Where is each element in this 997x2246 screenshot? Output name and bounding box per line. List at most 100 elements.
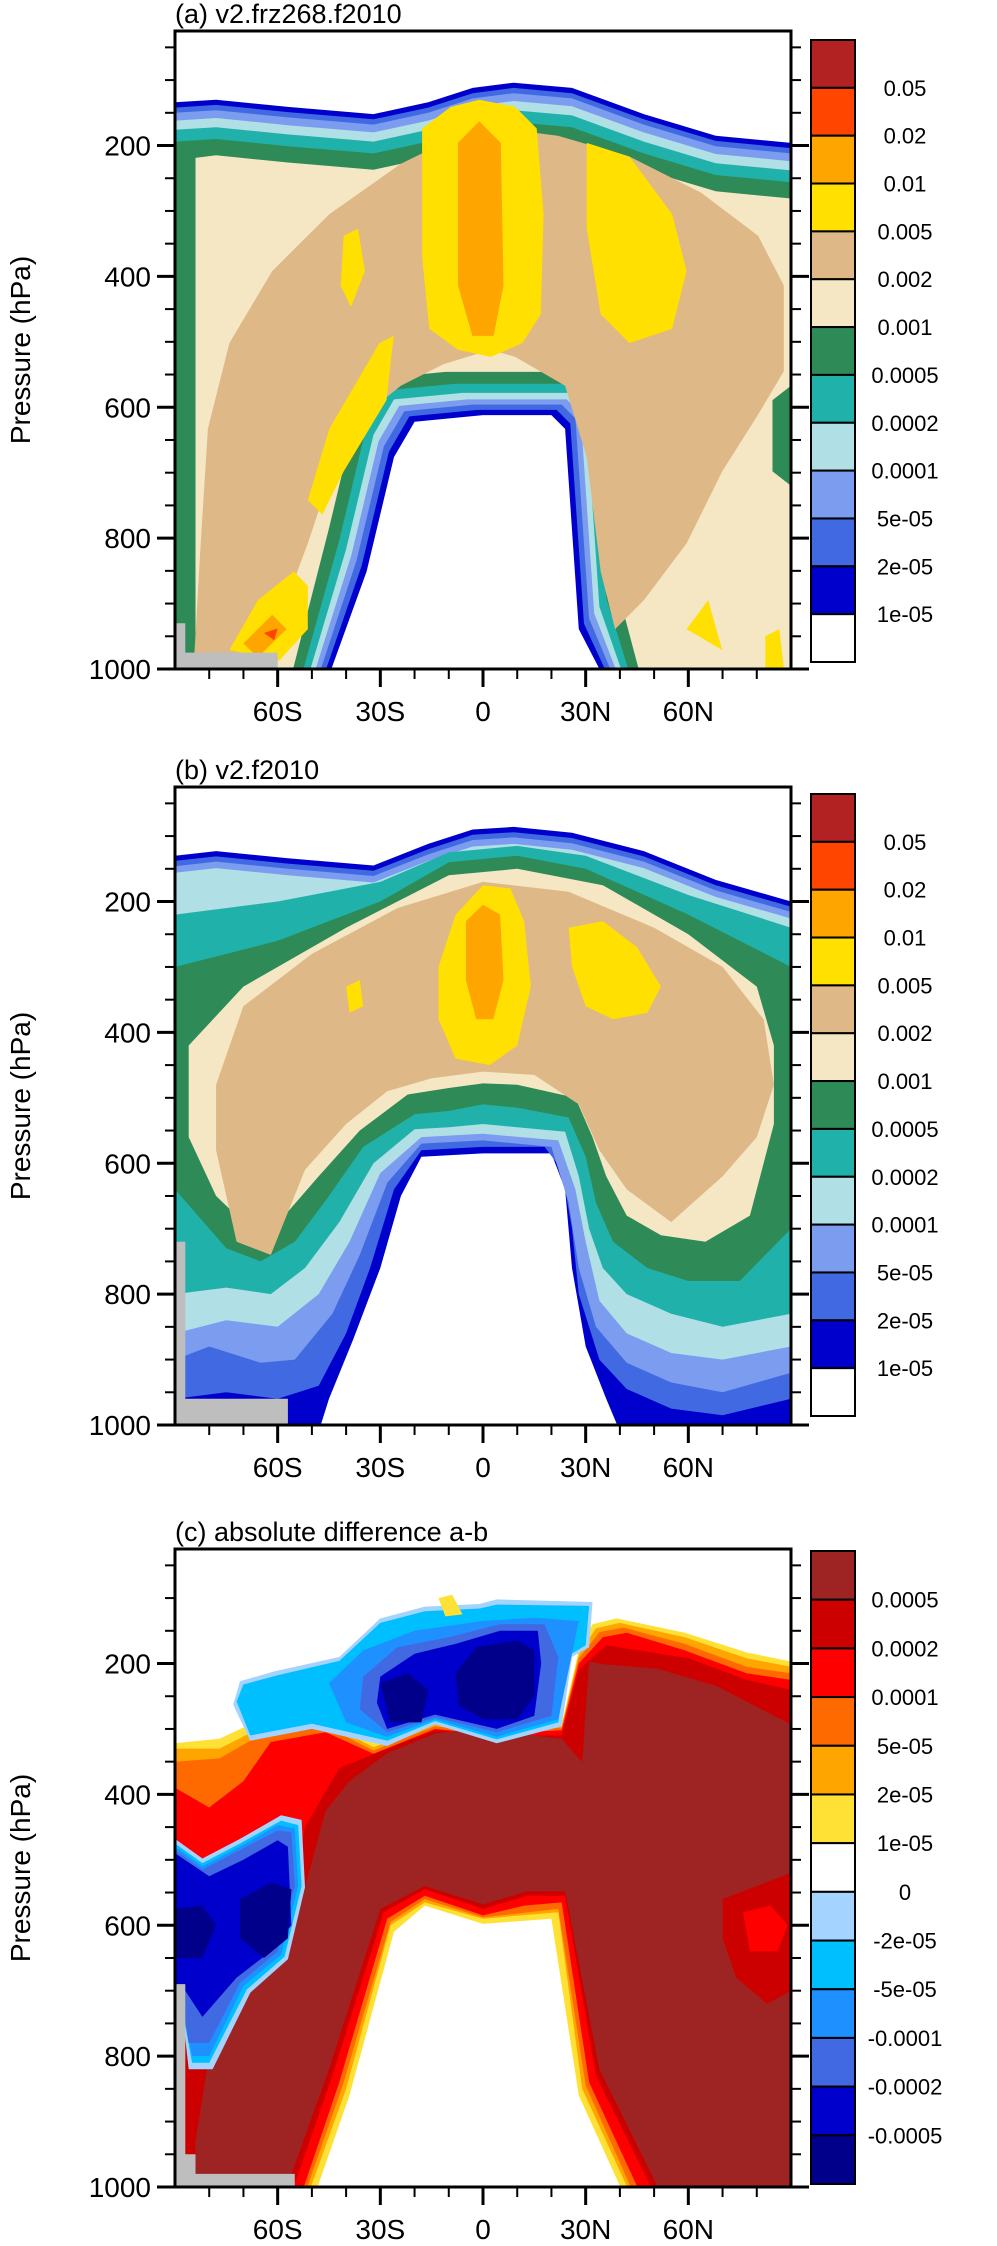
colorbar-label: 0.01: [884, 926, 927, 951]
contour-fill-level-0: [175, 1905, 217, 1958]
x-tick-label: 30N: [560, 2214, 611, 2245]
colorbar: 0.05 0.02 0.01 0.005 0.002 0.001 0.0005 0.0002 0…: [810, 793, 939, 1417]
x-tick-label: 60S: [253, 2214, 303, 2245]
y-axis-label: Pressure (hPa): [5, 256, 36, 444]
colorbar-label: 0.0001: [871, 1213, 938, 1238]
plot-area: [175, 31, 791, 669]
y-tick-label: 400: [104, 1017, 151, 1048]
contour-fill-level-9: [586, 142, 687, 344]
x-tick-label: 0: [475, 1452, 491, 1483]
contour-fill-level-9: [686, 600, 723, 650]
colorbar-box-level-2: [810, 1271, 856, 1322]
missing-data-region: [175, 1241, 288, 1425]
contour-fill-level-0: [240, 1882, 292, 1958]
missing-data-region: [175, 623, 278, 669]
colorbar-label: 0.0002: [871, 411, 938, 436]
colorbar-box-level-1: [810, 1319, 856, 1370]
colorbar-label: 0.0001: [871, 459, 938, 484]
y-tick-label: 1000: [89, 654, 151, 685]
colorbar-label: 0.001: [877, 1069, 932, 1094]
colorbar-label: 2e-05: [877, 554, 933, 579]
contour-fill-level-10: [458, 121, 504, 336]
y-tick-label: 600: [104, 1148, 151, 1179]
colorbar-box-level-5: [810, 373, 856, 424]
contour-fill-level-9: [568, 921, 661, 1020]
colorbar-box-level-11: [810, 1598, 856, 1650]
x-tick-label: 60S: [253, 1452, 303, 1483]
colorbar-box-level-7: [810, 1032, 856, 1083]
colorbar-label: 0: [899, 1880, 911, 1905]
colorbar-box-level-9: [810, 936, 856, 987]
contour-fill-level-10: [743, 1905, 788, 1952]
y-tick-label: 200: [104, 1649, 151, 1680]
colorbar-label: 5e-05: [877, 506, 933, 531]
contour-fill-level-12: [195, 1661, 791, 2187]
contour-fill-level-1: [175, 1840, 292, 2017]
colorbar-label: 0.005: [877, 219, 932, 244]
colorbar-box-level-8: [810, 984, 856, 1035]
contour-fill-level-0: [380, 1673, 429, 1723]
colorbar-box-level-10: [810, 888, 856, 939]
colorbar-label: 5e-05: [877, 1260, 933, 1285]
colorbar-box-level-1: [810, 2085, 856, 2137]
x-tick-label: 30S: [355, 696, 405, 727]
colorbar-box-level-3: [810, 1223, 856, 1274]
contour-fill-level-0: [455, 1640, 535, 1720]
x-tick-label: 60N: [663, 1452, 714, 1483]
missing-data-region: [175, 1984, 295, 2187]
colorbar-box-level-0: [810, 1367, 856, 1417]
x-tick-label: 30N: [560, 1452, 611, 1483]
colorbar-box-level-8: [810, 230, 856, 281]
colorbar-label: 0.002: [877, 267, 932, 292]
y-tick-label: 800: [104, 1279, 151, 1310]
colorbar-box-level-4: [810, 1939, 856, 1991]
colorbar-label: 0.05: [884, 830, 927, 855]
x-tick-label: 0: [475, 696, 491, 727]
y-tick-label: 200: [104, 887, 151, 918]
colorbar-label: -0.0005: [868, 2123, 943, 2148]
y-tick-label: 600: [104, 392, 151, 423]
colorbar-label: 2e-05: [877, 1308, 933, 1333]
colorbar-box-level-11: [810, 840, 856, 891]
y-axis-label: Pressure (hPa): [5, 1774, 36, 1962]
colorbar-box-level-6: [810, 326, 856, 376]
panel-a: 200 400 600 800 1000 60S 30S 0 30N 60N (a) v2.frz2…: [5, 0, 939, 727]
colorbar-box-level-10: [810, 134, 856, 185]
colorbar: 0.05 0.02 0.01 0.005 0.002 0.001 0.0005 0.0002 0…: [810, 39, 939, 664]
colorbar-box-level-8: [810, 1744, 856, 1796]
colorbar-box-level-12: [810, 793, 856, 843]
colorbar-label: 0.0005: [871, 1588, 938, 1613]
colorbar-box-level-5: [810, 1890, 856, 1942]
x-tick-label: 30S: [355, 1452, 405, 1483]
x-tick-label: 60N: [663, 696, 714, 727]
colorbar-box-level-6: [810, 1842, 856, 1893]
colorbar-label: 0.0005: [871, 1117, 938, 1142]
colorbar-label: 1e-05: [877, 1356, 933, 1381]
colorbar-box-level-12: [810, 1550, 856, 1601]
colorbar-box-level-5: [810, 1127, 856, 1178]
y-tick-label: 400: [104, 261, 151, 292]
colorbar-label: 0.05: [884, 76, 927, 101]
y-axis-label: Pressure (hPa): [5, 1012, 36, 1200]
plot-area: [175, 1549, 791, 2187]
colorbar-label: 0.0005: [871, 363, 938, 388]
contour-fill-level-9: [340, 228, 365, 308]
colorbar-box-level-10: [810, 1647, 856, 1699]
plot-area: [175, 787, 791, 1425]
colorbar-box-level-2: [810, 2036, 856, 2088]
colorbar-box-level-1: [810, 565, 856, 616]
panel-c: 200 400 600 800 1000 60S 30S 0 30N 60N (c) absolut…: [5, 1517, 942, 2245]
contour-fill-level-10: [465, 904, 504, 1020]
colorbar-label: -5e-05: [873, 1977, 937, 2002]
contour-fill-level-9: [765, 629, 784, 669]
colorbar-label: 1e-05: [877, 602, 933, 627]
colorbar-box-level-9: [810, 182, 856, 233]
colorbar-box-level-9: [810, 1696, 856, 1747]
x-tick-label: 60S: [253, 696, 303, 727]
colorbar-label: 0.0002: [871, 1165, 938, 1190]
panel-title: (b) v2.f2010: [175, 755, 319, 785]
colorbar-box-level-7: [810, 278, 856, 329]
colorbar-label: 1e-05: [877, 1831, 933, 1856]
colorbar-label: 0.02: [884, 124, 927, 149]
